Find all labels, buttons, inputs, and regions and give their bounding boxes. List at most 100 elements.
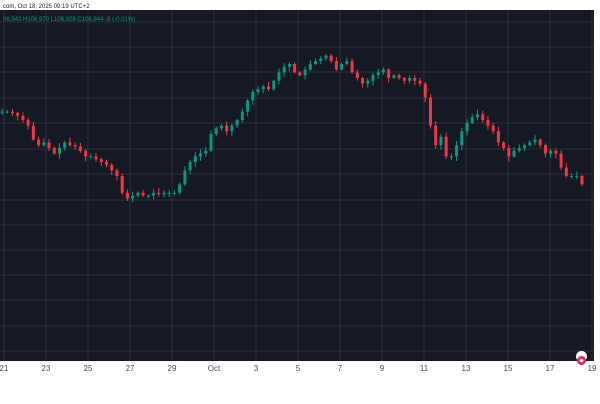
x-tick-label: 27 (126, 364, 135, 373)
candle-up (172, 192, 176, 194)
candle-down (84, 150, 88, 157)
logo-glyph (577, 356, 586, 365)
x-tick-label: 11 (420, 364, 429, 373)
candle-up (455, 145, 459, 157)
plot-pane[interactable] (0, 10, 594, 361)
candle-down (21, 115, 25, 120)
candle-up (523, 145, 527, 148)
candle-down (52, 148, 56, 154)
price-axis (594, 0, 600, 400)
candle-up (246, 100, 250, 112)
candle-down (225, 125, 229, 132)
ohlc-readout: 06,943 H106,970 L106,928 C106,944 -8 (-0… (3, 17, 136, 23)
candle-up (517, 148, 521, 151)
candle-down (329, 55, 333, 62)
candle-up (319, 58, 323, 62)
candle-down (538, 139, 542, 146)
candle-up (219, 125, 223, 129)
candle-down (413, 78, 417, 81)
candle-down (94, 156, 98, 160)
chart-header: com, Oct 18, 2025 09:19 UTC+2 (3, 4, 90, 10)
x-tick-label: 15 (504, 364, 513, 373)
candle-up (193, 156, 197, 162)
candle-down (444, 136, 448, 157)
candle-down (428, 97, 432, 126)
candle-up (303, 69, 307, 76)
x-tick-label: 17 (546, 364, 555, 373)
candle-up (251, 92, 255, 101)
x-tick-label: Oct (208, 364, 221, 373)
candle-down (554, 150, 558, 154)
candle-down (402, 78, 406, 81)
candle-up (528, 142, 532, 146)
candle-down (110, 164, 114, 171)
candle-up (261, 86, 265, 90)
x-tick-label: 3 (254, 364, 259, 373)
candle-up (277, 72, 281, 81)
candle-down (37, 139, 41, 146)
time-axis (0, 361, 600, 400)
candle-up (199, 153, 203, 157)
x-tick-label: 21 (0, 364, 9, 373)
candle-up (371, 75, 375, 81)
x-tick-label: 13 (462, 364, 471, 373)
candle-down (361, 78, 365, 84)
candle-up (256, 89, 260, 92)
candle-up (324, 55, 328, 59)
candle-up (392, 75, 396, 78)
candle-up (376, 72, 380, 76)
candle-up (0, 111, 4, 113)
candle-up (408, 78, 412, 81)
candle-up (42, 142, 46, 146)
candle-down (266, 86, 270, 90)
candle-down (47, 142, 51, 148)
candle-up (183, 170, 187, 185)
candle-up (204, 150, 208, 154)
candle-up (533, 139, 537, 143)
candle-down (78, 146, 82, 151)
candle-up (188, 162, 192, 171)
candle-down (26, 120, 30, 126)
candle-up (162, 192, 166, 195)
x-tick-label: 29 (168, 364, 177, 373)
candle-down (334, 61, 338, 70)
candle-down (31, 125, 35, 140)
x-tick-label: 23 (42, 364, 51, 373)
candle-up (146, 195, 150, 197)
candle-up (345, 61, 349, 64)
candle-down (559, 153, 563, 168)
candle-down (10, 111, 14, 113)
candle-down (491, 125, 495, 132)
candle-up (439, 136, 443, 146)
candle-down (434, 125, 438, 146)
x-tick-label: 7 (338, 364, 343, 373)
candle-down (486, 120, 490, 126)
candle-down (580, 176, 584, 185)
candle-up (209, 134, 213, 151)
x-tick-label: 5 (296, 364, 301, 373)
candle-up (366, 80, 370, 84)
candle-down (496, 131, 500, 143)
candle-up (549, 150, 553, 154)
candle-down (115, 170, 119, 176)
candle-up (465, 122, 469, 132)
candle-down (543, 145, 547, 154)
candle-down (293, 64, 297, 73)
candle-down (397, 75, 401, 78)
candle-up (167, 192, 171, 194)
candle-down (73, 145, 77, 147)
candle-down (120, 176, 124, 193)
candle-up (575, 176, 579, 177)
candle-up (282, 66, 286, 73)
candle-up (570, 176, 574, 177)
candle-up (340, 64, 344, 70)
candle-down (141, 192, 145, 196)
candle-down (481, 114, 485, 120)
x-tick-label: 9 (380, 364, 385, 373)
candle-down (157, 192, 161, 195)
tradingview-logo-icon[interactable] (576, 351, 587, 365)
candle-up (240, 111, 244, 120)
candle-up (314, 61, 318, 64)
